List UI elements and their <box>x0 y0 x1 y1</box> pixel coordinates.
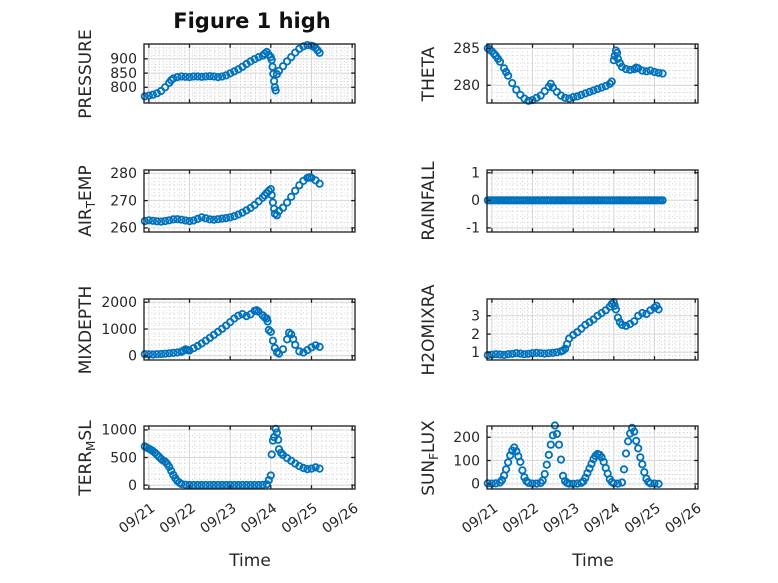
svg-text:09/26: 09/26 <box>662 500 704 537</box>
data-markers <box>483 196 667 205</box>
panel-theta: 280 285 <box>427 28 714 119</box>
svg-text:280: 280 <box>453 78 480 94</box>
ylabel-text: LUX <box>419 419 439 453</box>
svg-text:2000: 2000 <box>101 295 137 311</box>
svg-text:09/23: 09/23 <box>540 500 582 537</box>
theta-chart: 280 285 <box>453 41 699 105</box>
ylabel-subscript: M <box>84 440 99 451</box>
svg-text:09/22: 09/22 <box>157 500 199 537</box>
svg-text:3: 3 <box>471 309 480 325</box>
axis-box <box>143 43 356 104</box>
axis-box <box>486 169 699 233</box>
svg-text:2: 2 <box>471 327 480 343</box>
ylabel-subscript: T <box>84 200 99 209</box>
svg-text:09/24: 09/24 <box>581 500 623 537</box>
ylabel-sunflux: SUNFLUX <box>418 348 442 568</box>
svg-text:1000: 1000 <box>101 322 137 338</box>
svg-text:09/26: 09/26 <box>319 500 361 537</box>
panel-airtemp: 260 270 280 <box>84 154 371 248</box>
figure-title: Figure 1 high <box>173 9 331 33</box>
svg-text:1: 1 <box>471 345 480 361</box>
svg-text:0: 0 <box>471 193 480 209</box>
airtemp-chart: 260 270 280 <box>110 166 356 237</box>
svg-text:0: 0 <box>128 349 137 365</box>
data-markers <box>483 421 663 489</box>
svg-text:200: 200 <box>453 430 480 446</box>
tick-labels: 0 1000 2000 <box>101 295 137 365</box>
xlabel-time-left: Time <box>229 551 271 571</box>
xlabel-time-right: Time <box>572 551 614 571</box>
svg-text:09/25: 09/25 <box>279 500 321 537</box>
ylabel-subscript: F <box>427 452 442 460</box>
data-markers <box>140 173 324 226</box>
ylabel-text: EMP <box>76 165 96 201</box>
axis-box <box>486 43 699 104</box>
svg-text:100: 100 <box>453 453 480 469</box>
svg-text:800: 800 <box>110 80 137 96</box>
tick-labels: 280 285 <box>453 41 480 94</box>
svg-text:280: 280 <box>110 166 137 182</box>
svg-text:09/21: 09/21 <box>116 500 158 537</box>
ylabel-text: SUN <box>419 459 439 496</box>
svg-text:900: 900 <box>110 52 137 68</box>
ylabel-text: TERR <box>76 450 96 496</box>
axis-box <box>143 425 356 490</box>
mixdepth-chart: 0 1000 2000 <box>101 295 356 365</box>
panel-mixdepth: 0 1000 2000 <box>84 283 371 376</box>
panel-pressure: 800 850 900 <box>84 28 371 119</box>
panel-rainfall: -1 0 1 <box>427 154 714 248</box>
rainfall-chart: -1 0 1 <box>466 166 699 237</box>
panel-terrmsl: 0 500 1000 09/21 09/22 09/23 09/24 09/25 09/26 <box>84 410 371 579</box>
tick-labels: -1 0 1 <box>466 166 480 237</box>
svg-text:09/24: 09/24 <box>238 500 280 537</box>
svg-text:0: 0 <box>128 478 137 494</box>
h2omixra-chart: 1 2 3 <box>471 298 699 362</box>
major-grid <box>144 426 355 489</box>
tick-labels: 1 2 3 <box>471 309 480 362</box>
svg-text:09/25: 09/25 <box>622 500 664 537</box>
ylabel-terrmsl: TERRMSL <box>75 348 99 568</box>
svg-text:260: 260 <box>110 221 137 237</box>
axis-box <box>143 169 356 233</box>
axis-box <box>486 298 699 361</box>
svg-text:500: 500 <box>110 450 137 466</box>
svg-text:285: 285 <box>453 41 480 57</box>
svg-text:09/23: 09/23 <box>197 500 239 537</box>
svg-text:09/22: 09/22 <box>500 500 542 537</box>
tick-labels: 260 270 280 <box>110 166 137 237</box>
data-markers <box>483 44 667 105</box>
panel-h2omixra: 1 2 3 <box>427 283 714 376</box>
svg-text:1: 1 <box>471 166 480 182</box>
data-markers <box>140 306 324 359</box>
axis-box <box>486 425 699 490</box>
svg-text:850: 850 <box>110 66 137 82</box>
svg-text:270: 270 <box>110 193 137 209</box>
svg-text:-1: -1 <box>466 221 480 237</box>
data-markers <box>140 424 324 490</box>
ylabel-text: SL <box>76 419 96 441</box>
panel-sunflux: 0 100 200 09/21 09/22 09/23 09/24 09/25 09/26 <box>427 410 714 579</box>
svg-text:1000: 1000 <box>101 423 137 439</box>
major-grid <box>487 426 698 489</box>
svg-text:0: 0 <box>471 477 480 493</box>
axis-box <box>143 298 356 361</box>
svg-text:09/21: 09/21 <box>459 500 501 537</box>
data-markers <box>140 41 324 101</box>
